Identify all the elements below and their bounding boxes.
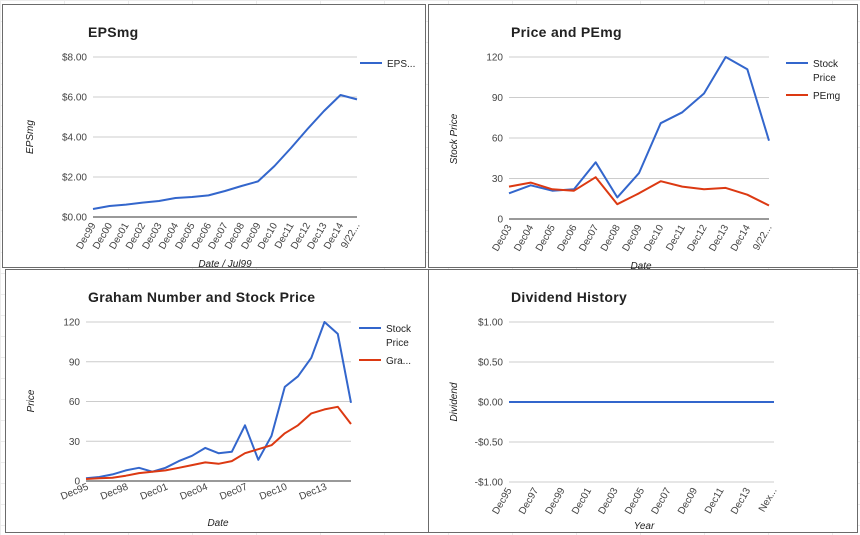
x-tick-label: Dec09 <box>621 223 645 254</box>
legend-label: Price <box>813 73 836 84</box>
series-line <box>508 176 770 207</box>
y-tick-label: 60 <box>69 397 81 408</box>
x-tick-label: Dec05 <box>534 223 558 254</box>
eps-chart: EPSmg$0.00$2.00$4.00$6.00$8.00Dec99Dec00… <box>25 24 415 269</box>
y-tick-label: $1.00 <box>478 318 503 329</box>
chart-title: Dividend History <box>511 289 627 305</box>
x-tick-label: Dec01 <box>570 486 594 517</box>
price-pe-chart-panel: Price and PEmg 0 30 60 90 120 Dec03 Dec04 Dec05 D… <box>428 4 858 269</box>
x-tick-label: Dec11 <box>703 486 727 516</box>
x-axis-label: Date <box>630 261 652 269</box>
series-line <box>92 94 358 210</box>
dividend-chart-panel: Dividend History -$1.00 -$0.50 $0.00 $0.50 $1… <box>428 269 858 533</box>
series-line <box>508 56 770 199</box>
y-tick-label: $4.00 <box>62 133 87 144</box>
y-tick-label: 0 <box>74 477 80 488</box>
graham-chart: Graham Number and Stock Price 0 30 60 90 120 D… <box>26 289 412 529</box>
x-tick-label: Nex... <box>757 486 780 514</box>
x-tick-label: Dec06 <box>556 223 580 254</box>
y-tick-label: 30 <box>492 174 504 185</box>
series-line <box>85 321 352 480</box>
x-tick-label: Dec03 <box>597 486 621 517</box>
y-tick-label: $0.50 <box>478 358 503 369</box>
chart-title: Graham Number and Stock Price <box>88 289 315 305</box>
dividend-chart: Dividend History -$1.00 -$0.50 $0.00 $0.50 $1… <box>449 289 780 532</box>
x-axis-label: Date <box>207 518 229 529</box>
y-tick-label: 120 <box>486 53 503 64</box>
y-tick-label: $8.00 <box>62 53 87 64</box>
y-tick-label: -$1.00 <box>475 478 504 489</box>
x-tick-label: Dec14 <box>729 223 753 254</box>
y-tick-label: $0.00 <box>62 213 87 224</box>
x-tick-label: Dec10 <box>258 481 289 502</box>
x-tick-label: Dec98 <box>99 481 130 502</box>
x-tick-label: Dec13 <box>729 486 753 517</box>
y-tick-label: 120 <box>63 318 80 329</box>
x-tick-label: Dec10 <box>642 223 666 254</box>
x-tick-label: Dec12 <box>686 223 710 254</box>
chart-title: EPSmg <box>88 24 139 40</box>
legend-label: Gra... <box>386 356 411 367</box>
y-tick-label: 60 <box>492 134 504 145</box>
y-tick-label: 90 <box>492 93 504 104</box>
graham-chart-panel: Graham Number and Stock Price 0 30 60 90 120 D… <box>5 269 429 533</box>
x-tick-label: Dec05 <box>623 486 647 517</box>
y-tick-label: $6.00 <box>62 93 87 104</box>
x-tick-label: Dec04 <box>178 481 209 502</box>
x-tick-label: Dec04 <box>512 223 536 254</box>
y-tick-label: 30 <box>69 437 81 448</box>
x-tick-label: Dec13 <box>707 223 731 254</box>
x-tick-label: Dec08 <box>599 223 623 254</box>
x-tick-label: 9/22... <box>751 223 774 253</box>
x-tick-label: Dec99 <box>544 486 568 517</box>
legend-label: Price <box>386 338 409 349</box>
x-tick-label: Dec07 <box>650 486 674 517</box>
y-tick-label: 0 <box>497 215 503 226</box>
x-axis-label: Year <box>634 521 655 532</box>
y-tick-label: $2.00 <box>62 173 87 184</box>
x-tick-label: Dec07 <box>577 223 601 254</box>
x-tick-label: Dec01 <box>139 481 170 502</box>
chart-title: Price and PEmg <box>511 24 622 40</box>
legend-label: EPS... <box>387 59 415 70</box>
x-tick-label: Dec97 <box>517 486 541 517</box>
y-axis-label: Price <box>26 389 37 412</box>
x-tick-label: Dec13 <box>298 481 329 502</box>
eps-chart-panel: EPSmg $0.00 $2.00 $4.00 $6.00 $8.00 Dec99 Dec00… <box>2 4 426 269</box>
legend-label: Stock <box>813 59 839 70</box>
legend-label: PEmg <box>813 91 840 102</box>
series-line <box>85 405 352 480</box>
y-tick-label: -$0.50 <box>475 438 504 449</box>
price-pe-chart: Price and PEmg0306090120Dec03Dec04Dec05D… <box>449 24 840 269</box>
x-tick-label: Dec03 <box>491 223 515 254</box>
x-tick-label: Dec95 <box>491 486 515 517</box>
y-axis-label: EPSmg <box>25 120 36 154</box>
y-tick-label: 90 <box>69 357 81 368</box>
legend-label: Stock <box>386 324 412 335</box>
x-tick-label: Dec09 <box>676 486 700 517</box>
x-axis-label: Date / Jul99 <box>198 259 252 269</box>
y-axis-label: Stock Price <box>449 113 460 164</box>
y-axis-label: Dividend <box>449 382 460 421</box>
x-tick-label: Dec07 <box>218 481 249 502</box>
y-tick-label: $0.00 <box>478 398 503 409</box>
